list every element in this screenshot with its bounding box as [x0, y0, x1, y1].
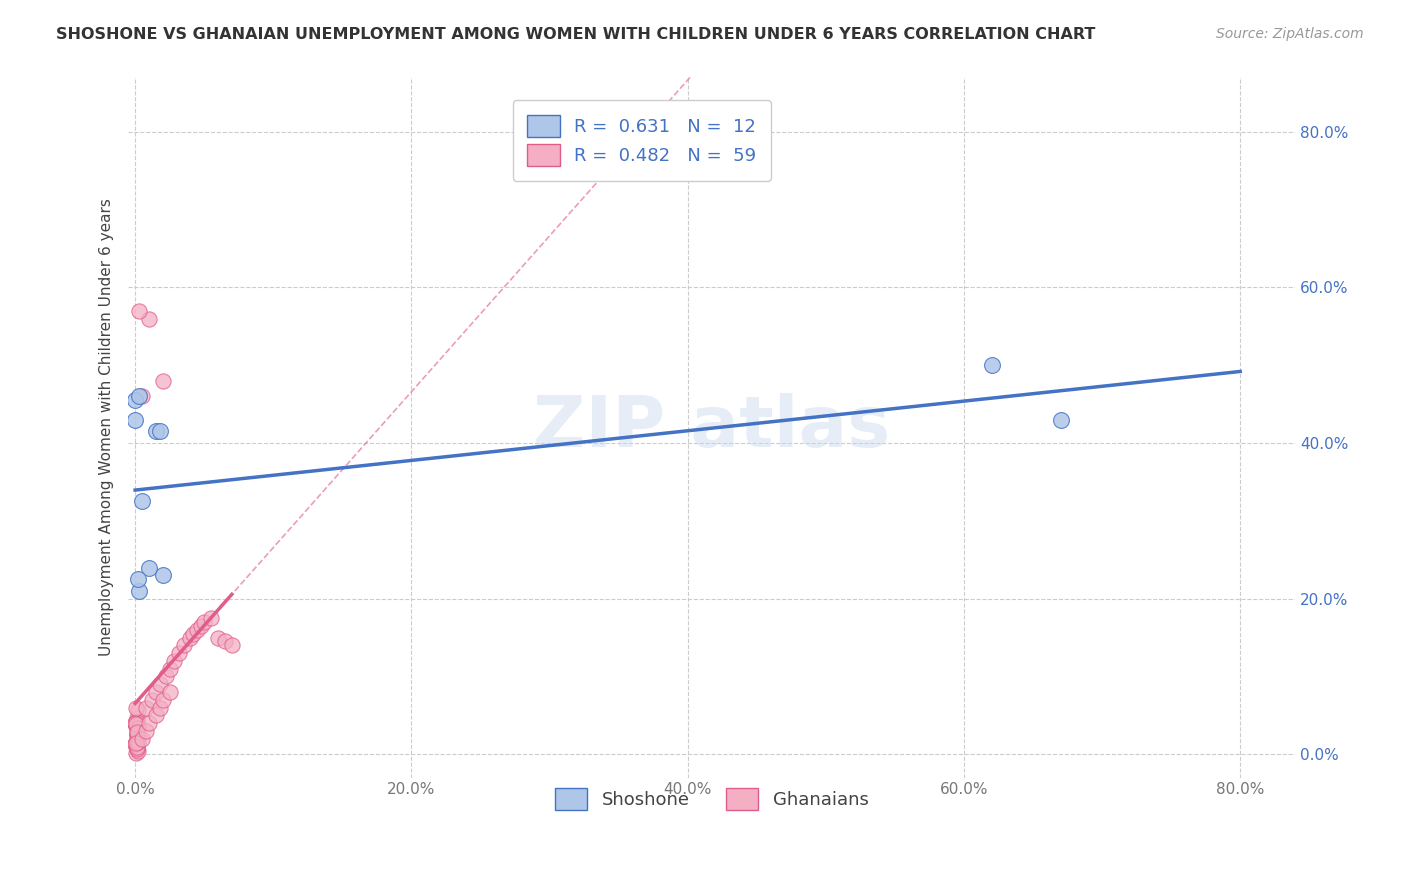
- Point: [127, 742, 149, 756]
- Point: [127, 703, 149, 717]
- Point: [124, 716, 146, 731]
- Point: [190, 619, 212, 633]
- Point: [127, 721, 149, 735]
- Point: [152, 692, 174, 706]
- Point: [138, 560, 160, 574]
- Point: [128, 583, 150, 598]
- Point: [124, 413, 146, 427]
- Point: [127, 732, 149, 747]
- Point: [125, 719, 148, 733]
- Point: [125, 701, 148, 715]
- Point: [131, 389, 153, 403]
- Point: [125, 747, 148, 761]
- Point: [125, 718, 148, 732]
- Point: [186, 623, 208, 637]
- Point: [163, 654, 186, 668]
- Point: [125, 726, 148, 740]
- Point: [193, 615, 215, 629]
- Text: Source: ZipAtlas.com: Source: ZipAtlas.com: [1216, 27, 1364, 41]
- Point: [179, 631, 201, 645]
- Text: ZIP atlas: ZIP atlas: [533, 393, 890, 462]
- Point: [124, 738, 146, 752]
- Point: [152, 568, 174, 582]
- Point: [145, 685, 167, 699]
- Point: [127, 572, 149, 586]
- Text: SHOSHONE VS GHANAIAN UNEMPLOYMENT AMONG WOMEN WITH CHILDREN UNDER 6 YEARS CORREL: SHOSHONE VS GHANAIAN UNEMPLOYMENT AMONG …: [56, 27, 1095, 42]
- Point: [200, 611, 222, 625]
- Point: [207, 631, 229, 645]
- Point: [128, 303, 150, 318]
- Point: [221, 638, 243, 652]
- Point: [125, 721, 148, 735]
- Point: [149, 425, 172, 439]
- Point: [125, 735, 148, 749]
- Point: [159, 685, 181, 699]
- Point: [181, 626, 204, 640]
- Point: [127, 735, 149, 749]
- Point: [152, 374, 174, 388]
- Point: [169, 646, 191, 660]
- Point: [135, 723, 157, 738]
- Point: [125, 727, 148, 741]
- Point: [127, 727, 149, 741]
- Point: [127, 731, 149, 745]
- Point: [124, 715, 146, 730]
- Point: [145, 425, 167, 439]
- Point: [125, 714, 148, 729]
- Point: [124, 716, 146, 731]
- Point: [155, 669, 177, 683]
- Legend: Shoshone, Ghanaians: Shoshone, Ghanaians: [540, 773, 883, 824]
- Point: [128, 389, 150, 403]
- Point: [125, 725, 148, 739]
- Point: [125, 715, 148, 730]
- Point: [135, 700, 157, 714]
- Point: [138, 716, 160, 731]
- Point: [127, 744, 149, 758]
- Point: [145, 708, 167, 723]
- Point: [124, 738, 146, 752]
- Point: [127, 718, 149, 732]
- Point: [173, 638, 195, 652]
- Point: [131, 494, 153, 508]
- Y-axis label: Unemployment Among Women with Children Under 6 years: Unemployment Among Women with Children U…: [100, 199, 114, 657]
- Point: [1049, 413, 1071, 427]
- Point: [131, 731, 153, 746]
- Point: [149, 700, 172, 714]
- Point: [980, 358, 1002, 372]
- Point: [127, 711, 149, 725]
- Point: [141, 692, 163, 706]
- Point: [127, 741, 149, 756]
- Point: [214, 634, 236, 648]
- Point: [125, 739, 148, 754]
- Point: [125, 736, 148, 750]
- Point: [138, 311, 160, 326]
- Point: [159, 662, 181, 676]
- Point: [149, 677, 172, 691]
- Point: [127, 731, 149, 745]
- Point: [124, 393, 146, 408]
